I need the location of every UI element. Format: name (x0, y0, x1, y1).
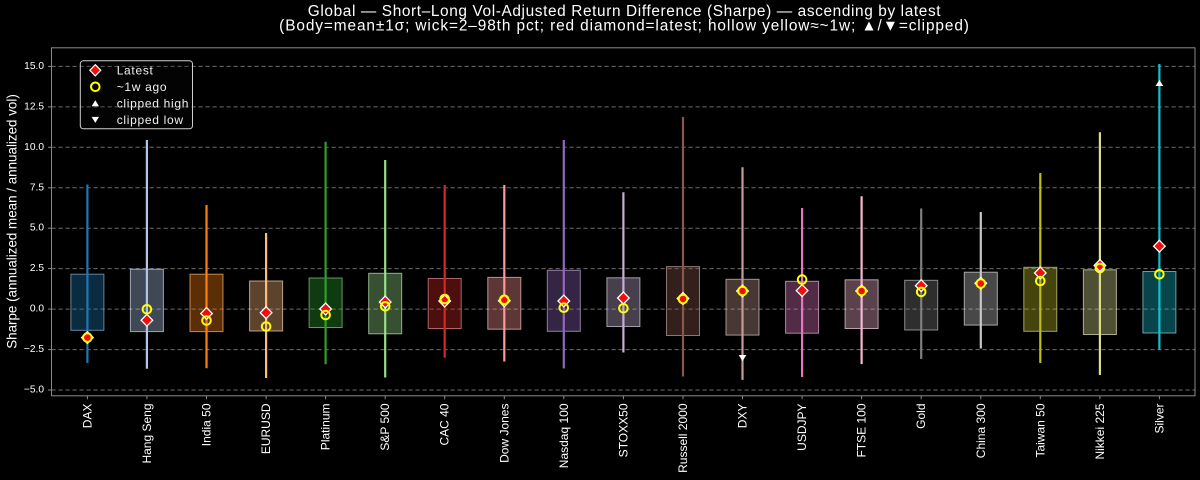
svg-text:Sharpe (annualized mean / annu: Sharpe (annualized mean / annualized vol… (5, 94, 20, 349)
svg-text:clipped high: clipped high (117, 96, 189, 110)
svg-text:India 50: India 50 (200, 403, 214, 446)
svg-text:0.0: 0.0 (30, 304, 44, 315)
svg-text:12.5: 12.5 (24, 101, 44, 112)
svg-text:DXY: DXY (736, 404, 750, 429)
svg-text:clipped low: clipped low (117, 113, 184, 127)
svg-text:15.0: 15.0 (24, 61, 44, 72)
svg-text:~1w ago: ~1w ago (117, 80, 168, 94)
svg-text:Taiwan 50: Taiwan 50 (1033, 403, 1047, 457)
svg-text:EURUSD: EURUSD (259, 403, 273, 454)
svg-text:Global — Short–Long Vol-Adjust: Global — Short–Long Vol-Adjusted Return … (308, 3, 941, 20)
svg-text:Platinum: Platinum (319, 403, 333, 450)
svg-text:−5.0: −5.0 (24, 385, 44, 396)
svg-text:Dow Jones: Dow Jones (497, 404, 511, 463)
svg-text:5.0: 5.0 (30, 223, 44, 234)
svg-text:Nasdaq 100: Nasdaq 100 (557, 403, 571, 468)
svg-text:CAC 40: CAC 40 (438, 403, 452, 445)
svg-text:−2.5: −2.5 (24, 344, 44, 355)
svg-text:Hang Seng: Hang Seng (140, 404, 154, 464)
svg-text:10.0: 10.0 (24, 142, 44, 153)
svg-text:Latest: Latest (117, 63, 154, 77)
svg-text:DAX: DAX (80, 404, 94, 429)
svg-text:Silver: Silver (1152, 404, 1166, 434)
svg-text:China 300: China 300 (974, 403, 988, 458)
svg-text:USDJPY: USDJPY (795, 404, 809, 451)
svg-text:S&P 500: S&P 500 (378, 403, 392, 450)
svg-text:Nikkei 225: Nikkei 225 (1093, 403, 1107, 459)
svg-text:Gold: Gold (914, 404, 928, 429)
svg-text:Russell 2000: Russell 2000 (676, 403, 690, 473)
svg-text:FTSE 100: FTSE 100 (855, 403, 869, 457)
svg-text:(Body=mean±1σ; wick=2–98th pct: (Body=mean±1σ; wick=2–98th pct; red diam… (279, 18, 970, 35)
svg-text:2.5: 2.5 (30, 263, 44, 274)
svg-text:STOXX50: STOXX50 (616, 403, 630, 457)
svg-text:7.5: 7.5 (30, 182, 44, 193)
